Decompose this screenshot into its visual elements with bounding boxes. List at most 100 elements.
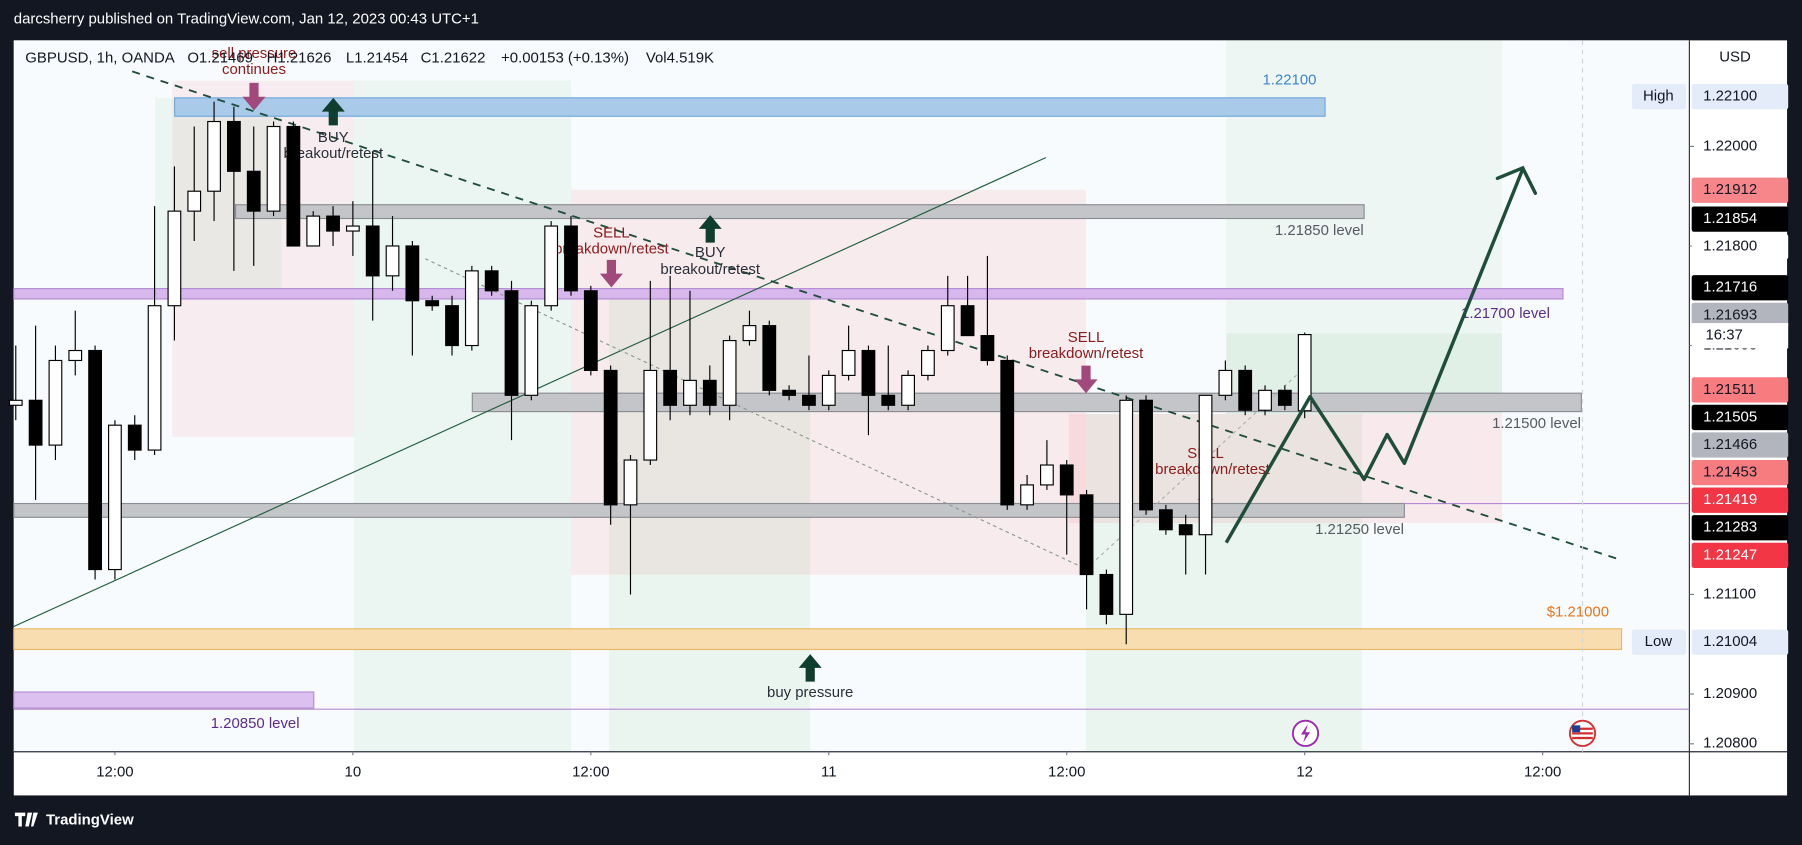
candle-body — [246, 170, 261, 212]
candle-body — [742, 325, 757, 342]
guide-line — [424, 258, 1087, 570]
candle-body — [782, 389, 797, 396]
price-label: 1.21453 — [1703, 464, 1757, 481]
price-label: 1.21693 — [1703, 306, 1757, 323]
candle-body — [365, 225, 380, 277]
price-label: 1.21283 — [1703, 519, 1757, 536]
candle-body — [1059, 464, 1074, 496]
price-label: 1.21716 — [1703, 279, 1757, 296]
x-tick-label: 12:00 — [572, 763, 609, 780]
price-label: 1.21854 — [1703, 210, 1757, 227]
annotation: $1.21000 — [1547, 604, 1609, 621]
price-label-bg — [1691, 404, 1789, 431]
price-label: 1.21004 — [1703, 633, 1757, 650]
level-band — [13, 502, 1405, 518]
annotation: breakdown/retest — [1029, 345, 1144, 362]
candle-body — [147, 305, 162, 451]
candle-body — [1000, 359, 1015, 506]
candle-body — [207, 120, 221, 192]
price-label-bg — [1691, 459, 1789, 486]
candle-body — [108, 424, 122, 571]
candle-body — [960, 305, 975, 337]
axis-unit: USD — [1719, 49, 1751, 66]
candle-body — [1099, 573, 1114, 615]
candle-body — [266, 125, 281, 212]
legend-item: GBPUSD, 1h, OANDA — [25, 50, 174, 67]
price-tag: High — [1643, 88, 1674, 105]
legend-item: H1.21626 — [267, 50, 332, 67]
annotation: breakout/retest — [283, 145, 383, 162]
candle-body — [167, 210, 182, 307]
candle-body — [405, 245, 420, 302]
legend-item: L1.21454 — [346, 50, 408, 67]
zone — [353, 80, 572, 752]
candle-body — [464, 270, 479, 347]
price-label: 1.21912 — [1703, 181, 1757, 198]
price-label-bg — [1691, 629, 1789, 655]
price-label-bg — [1691, 432, 1789, 458]
countdown: 16:37 — [1705, 327, 1742, 344]
candle-body — [1218, 369, 1233, 396]
candle-body — [127, 424, 142, 451]
level-band — [174, 97, 1326, 117]
flag-icon-canton — [1572, 725, 1581, 733]
annotation: continues — [222, 61, 286, 78]
candle-body — [980, 335, 995, 362]
price-label-bg — [1691, 542, 1789, 568]
candle-body — [762, 325, 777, 391]
price-label-bg — [1691, 302, 1789, 329]
price-label: 1.22100 — [1703, 88, 1757, 105]
buy-arrow — [321, 97, 345, 126]
level-band — [13, 691, 315, 709]
x-tick-label: 12 — [1296, 763, 1313, 780]
y-tick-label: 1.21100 — [1703, 585, 1756, 602]
price-label-bg — [1691, 206, 1789, 232]
level-band — [471, 392, 1582, 413]
price-tag-bg — [1631, 83, 1686, 110]
level-band — [13, 288, 1564, 300]
legend-item: C1.21622 — [421, 50, 486, 67]
forecast-path — [1224, 168, 1525, 544]
price-label-bg — [1691, 83, 1789, 110]
sell-arrow — [1074, 365, 1098, 394]
zone — [172, 80, 354, 437]
legend-item: O1.21469 — [187, 50, 253, 67]
annotation: BUY — [318, 129, 349, 146]
annotation: breakout/retest — [660, 261, 760, 278]
sell-arrow — [599, 259, 623, 288]
candle-body — [901, 374, 915, 406]
candle-body — [841, 349, 856, 376]
price-label: 1.21466 — [1703, 436, 1757, 453]
candle-body — [1139, 399, 1153, 511]
candle-body — [1238, 369, 1253, 411]
candle-body — [603, 369, 618, 506]
candle-body — [425, 300, 440, 307]
x-tick-label: 10 — [345, 763, 362, 780]
candle-body — [8, 399, 23, 406]
annotation: sell pressure — [212, 45, 297, 62]
candle-body — [1079, 494, 1094, 576]
candle-body — [683, 379, 697, 406]
candle-body — [484, 270, 499, 292]
x-tick-label: 12:00 — [1048, 763, 1085, 780]
candle-body — [1198, 394, 1213, 536]
candle-body — [524, 305, 539, 396]
candle-body — [921, 349, 935, 376]
price-label: 1.21800 — [1703, 238, 1757, 255]
price-label-bg — [1691, 377, 1789, 403]
y-tick-label: 1.22000 — [1703, 137, 1757, 154]
price-label-bg — [1691, 177, 1789, 203]
candle-body — [68, 349, 83, 362]
candle-body — [583, 290, 598, 372]
candle-body — [227, 120, 241, 172]
x-tick-label: 12:00 — [96, 763, 133, 780]
candle-body — [722, 339, 737, 406]
annotation: SELL — [593, 224, 630, 241]
footer-brand: TradingView — [46, 812, 134, 829]
price-label-bg — [1691, 515, 1789, 541]
candle-body — [940, 305, 955, 352]
candle-body — [663, 369, 678, 406]
candle-body — [1040, 464, 1054, 486]
candle-body — [623, 459, 638, 506]
trend-line-dashed — [131, 70, 1621, 561]
